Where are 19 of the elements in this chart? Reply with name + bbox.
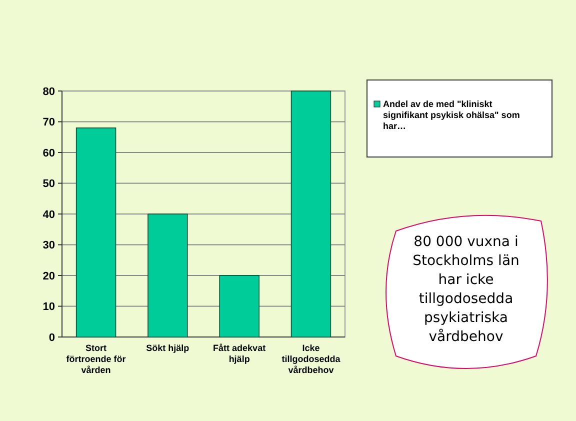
- bar: [148, 214, 188, 338]
- y-tick-label: 50: [42, 178, 55, 190]
- y-tick-label: 30: [42, 240, 55, 252]
- y-tick-label: 70: [42, 116, 55, 129]
- y-tick-label: 10: [42, 301, 55, 314]
- y-tick-label: 0: [48, 332, 55, 344]
- bar: [290, 90, 332, 338]
- x-tick-label: Icke tillgodosedda vårdbehov: [282, 343, 342, 375]
- legend-label: Andel av de med "kliniskt signifikant psykisk ohälsa" som har…: [383, 99, 520, 131]
- x-tick-label: Fått adekvat hjälp: [213, 343, 266, 364]
- text: 80 000 vuxna i Stockholms län har icke tillgodosedda psykiatriska vårdbehov: [412, 234, 520, 345]
- y-tick-label: 20: [42, 270, 55, 282]
- x-tick-label: Stort förtroende för vården: [66, 343, 126, 375]
- bar: [76, 128, 116, 338]
- x-tick-label: Sökt hjälp: [146, 343, 190, 353]
- y-tick-label: 40: [42, 208, 55, 221]
- bar: [219, 275, 260, 338]
- y-tick-label: 80: [42, 86, 55, 98]
- y-tick-label: 60: [42, 147, 55, 160]
